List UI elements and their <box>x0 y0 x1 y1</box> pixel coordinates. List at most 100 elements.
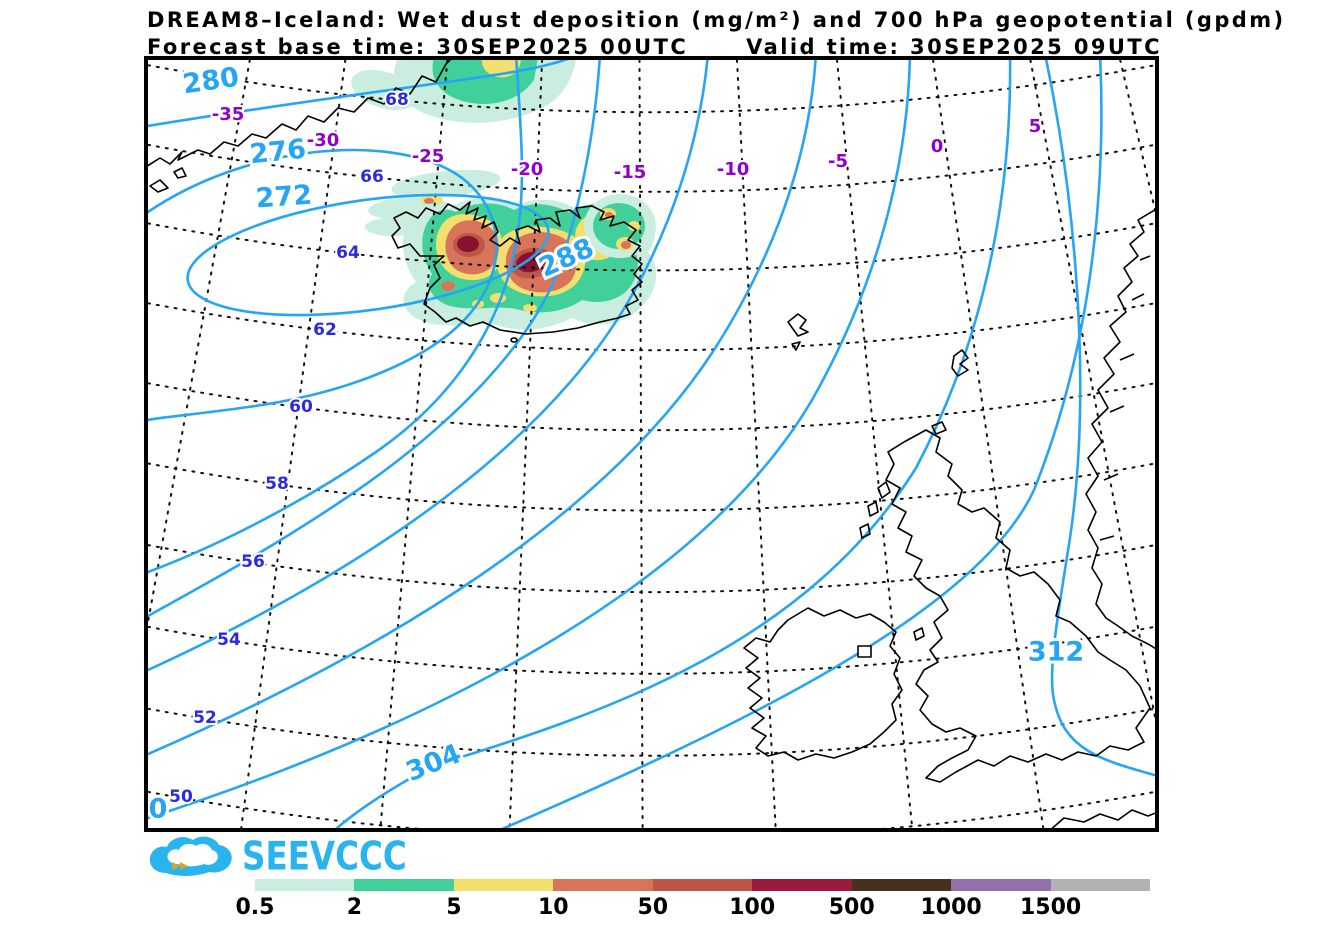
contour-296 <box>148 60 817 756</box>
longitude-label: -30 <box>307 130 340 151</box>
contour-276 <box>148 148 498 422</box>
coast-orkney <box>931 421 947 435</box>
contour-280 <box>148 60 569 128</box>
parallel-line <box>148 462 1155 512</box>
meridian-line <box>836 60 914 828</box>
coast-iceland <box>391 201 643 335</box>
coast-norway-fjords <box>1099 255 1151 541</box>
seevccc-logo: SEEVCCC <box>148 833 429 879</box>
contour-label: 312 <box>1028 637 1084 668</box>
parallel-line <box>148 64 1155 114</box>
geopotential-contours <box>148 60 1155 828</box>
meridian-line <box>736 60 777 828</box>
coast-vestmannaeyjar <box>510 337 518 343</box>
colorbar-segment <box>255 879 355 891</box>
meridian-line <box>932 60 1045 828</box>
coast-great-britain <box>885 429 1151 783</box>
longitude-labels: -35 -30 -25 -20 -15 -10 -5 0 5 <box>210 102 1044 185</box>
map-subtitle: Forecast base time: 30SEP2025 00UTC Valid… <box>147 35 1162 59</box>
deposition-colorbar: 0.5 2 5 10 50 100 500 1000 1500 <box>236 879 1150 920</box>
colorbar-segment <box>951 879 1051 891</box>
longitude-label: -10 <box>717 159 750 180</box>
colorbar-value: 1500 <box>1019 895 1082 920</box>
contour-284 <box>148 60 524 574</box>
contour-label: 280 <box>181 62 241 101</box>
contour-288 <box>148 60 601 618</box>
latitude-label: 50 <box>169 787 193 807</box>
colorbar-segment <box>1050 879 1150 891</box>
seevccc-logo-text: SEEVCCC <box>242 833 407 879</box>
lough-neagh <box>857 645 872 658</box>
colorbar-value: 0.5 <box>235 895 275 920</box>
latitude-label: 62 <box>313 320 337 340</box>
contour-312 <box>1044 60 1155 777</box>
map-canvas: 280 276 272 288 304 312 0 68 66 64 62 60 58 56 54 52 50… <box>144 56 1159 832</box>
forecast-base-time: Forecast base time: 30SEP2025 00UTC <box>147 35 689 59</box>
parallel-line <box>148 707 1155 757</box>
latitude-label: 58 <box>265 474 289 494</box>
parallel-line <box>148 222 1155 272</box>
colorbar-segment <box>553 879 653 891</box>
coast-norway <box>1085 208 1155 650</box>
colorbar-segment <box>652 879 753 891</box>
contour-272 <box>186 193 550 317</box>
latitude-label: 56 <box>241 552 265 572</box>
parallel-line <box>148 625 1155 675</box>
colorbar-value: 50 <box>637 895 669 920</box>
meridian-line <box>240 60 347 828</box>
seevccc-cloud-icon <box>149 836 232 876</box>
coast-greenland <box>148 60 452 167</box>
latitude-label: 60 <box>289 397 313 417</box>
contour-label: 272 <box>255 180 313 215</box>
latitude-label: 54 <box>217 630 241 650</box>
meridian-line <box>1119 60 1155 215</box>
coast-shetland <box>951 349 969 377</box>
valid-time: Valid time: 30SEP2025 09UTC <box>746 35 1162 59</box>
latitude-label: 64 <box>336 243 360 263</box>
colorbar-value: 500 <box>828 895 875 920</box>
longitude-label: -5 <box>828 151 848 172</box>
coast-faroe-islands <box>787 313 809 351</box>
meridian-line <box>379 60 449 828</box>
map-title: DREAM8–Iceland: Wet dust deposition (mg/… <box>147 8 1286 32</box>
meridian-line <box>508 60 544 828</box>
meridian-line <box>638 60 644 828</box>
coast-greenland-islets <box>149 167 187 193</box>
longitude-label: -25 <box>412 146 445 167</box>
contour-label: 304 <box>402 738 466 788</box>
contour-304 <box>334 60 1012 828</box>
longitude-label: 5 <box>1029 116 1042 137</box>
coast-hebrides <box>859 481 891 539</box>
longitude-label: -20 <box>511 159 544 180</box>
colorbar-value: 100 <box>729 895 776 920</box>
longitude-label: -35 <box>212 104 245 125</box>
colorbar-value: 10 <box>537 895 569 920</box>
colorbar-segment <box>453 879 554 891</box>
latitude-labels: 68 66 64 62 60 58 56 54 52 50 <box>167 88 411 809</box>
colorbar-segment <box>851 879 952 891</box>
coastlines <box>148 60 1155 828</box>
longitude-label: 0 <box>931 136 944 157</box>
colorbar-segments <box>255 879 1150 891</box>
parallel-line <box>148 790 1155 828</box>
colorbar-value: 1000 <box>920 895 982 920</box>
coast-ireland <box>743 607 903 761</box>
contour-300 <box>148 60 912 820</box>
meridian-line <box>1029 60 1155 723</box>
colorbar-value: 2 <box>346 895 363 920</box>
colorbar-segment <box>354 879 454 891</box>
colorbar-segment <box>752 879 852 891</box>
longitude-label: -15 <box>614 162 647 183</box>
latitude-label: 66 <box>360 167 384 187</box>
latitude-label: 68 <box>385 90 409 110</box>
contour-292 <box>148 60 709 672</box>
coast-france <box>1051 809 1155 828</box>
contour-308 <box>501 60 1103 828</box>
latitude-label: 52 <box>193 708 217 728</box>
parallel-line <box>148 143 1155 193</box>
coast-isle-of-man <box>913 627 925 641</box>
contour-label: 276 <box>248 134 307 171</box>
colorbar-value: 5 <box>446 895 462 920</box>
parallel-line <box>148 302 1155 352</box>
